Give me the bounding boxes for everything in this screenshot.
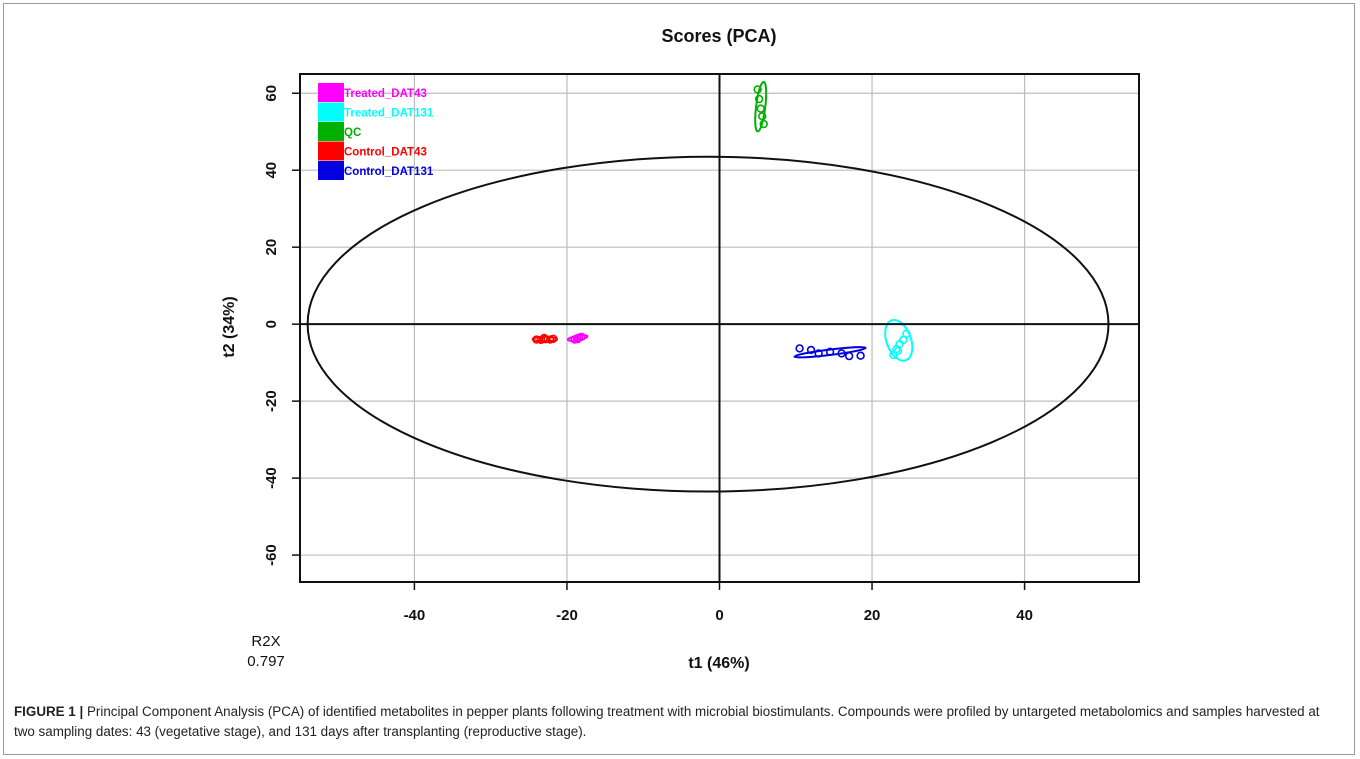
data-point [814,349,823,358]
data-point [856,351,865,360]
r2x-value: 0.797 [247,653,285,670]
legend-swatch [318,122,344,141]
data-point [759,119,768,129]
x-axis-label: t1 (46%) [688,655,749,672]
group-ellipse [793,346,867,359]
series-treated-dat131 [884,318,914,362]
figure-caption: FIGURE 1 | Principal Component Analysis … [14,702,1344,742]
series-layer [531,80,914,362]
legend: Treated_DAT43 Treated_DAT131 QC Control_DAT… [318,83,434,180]
chart-title: Scores (PCA) [661,26,776,46]
data-point [902,329,911,338]
y-tick-label: 40 [263,162,280,179]
data-point [844,351,854,361]
legend-label: QC [344,127,361,139]
series-control-dat131 [793,344,867,361]
x-tick-label: 20 [864,607,881,624]
x-tick-label: 40 [1016,607,1033,624]
y-tick-label: 20 [263,239,280,256]
y-tick-label: -40 [263,467,280,489]
group-ellipse [884,318,914,362]
data-point [541,334,550,344]
data-point [756,104,765,113]
data-point [539,333,549,343]
legend-swatch [318,83,344,102]
caption-label: FIGURE 1 | [14,704,84,719]
data-point [806,345,816,355]
data-point [532,335,541,344]
data-point [758,112,767,121]
data-point [893,346,903,356]
series-control-dat43 [531,333,559,345]
legend-swatch [318,141,344,161]
x-tick-label: 0 [715,607,723,624]
series-treated-dat43 [566,332,589,344]
y-tick-label: -60 [263,544,280,566]
r2x-label: R2X [251,633,280,650]
data-point [549,334,558,343]
data-point [837,349,846,358]
legend-label: Treated_DAT131 [344,108,434,120]
pca-score-plot: Scores (PCA) -40 -20 0 20 40 60 40 20 0 -20 -40 -60… [221,26,1140,672]
legend-swatch [318,161,344,180]
legend-label: Control_DAT131 [344,166,434,178]
data-point [573,334,582,344]
x-tick-label: -20 [556,607,578,624]
figure-frame [3,3,1355,755]
data-point [795,344,804,353]
legend-label: Treated_DAT43 [344,88,427,100]
data-point [825,347,835,357]
y-tick-label: 60 [263,85,280,102]
axis-layer: -40 -20 0 20 40 60 40 20 0 -20 -40 -60 [263,73,1140,624]
data-point [753,85,762,94]
y-tick-label: -20 [263,390,280,412]
legend-label: Control_DAT43 [344,147,427,159]
legend-swatch [318,102,344,122]
y-axis-label: t2 (34%) [221,296,238,357]
data-point [754,94,764,104]
series-qc [753,80,768,133]
x-tick-label: -40 [404,607,426,624]
caption-text: Principal Component Analysis (PCA) of id… [14,704,1320,739]
y-tick-label: 0 [263,320,280,328]
group-ellipse [754,80,768,133]
